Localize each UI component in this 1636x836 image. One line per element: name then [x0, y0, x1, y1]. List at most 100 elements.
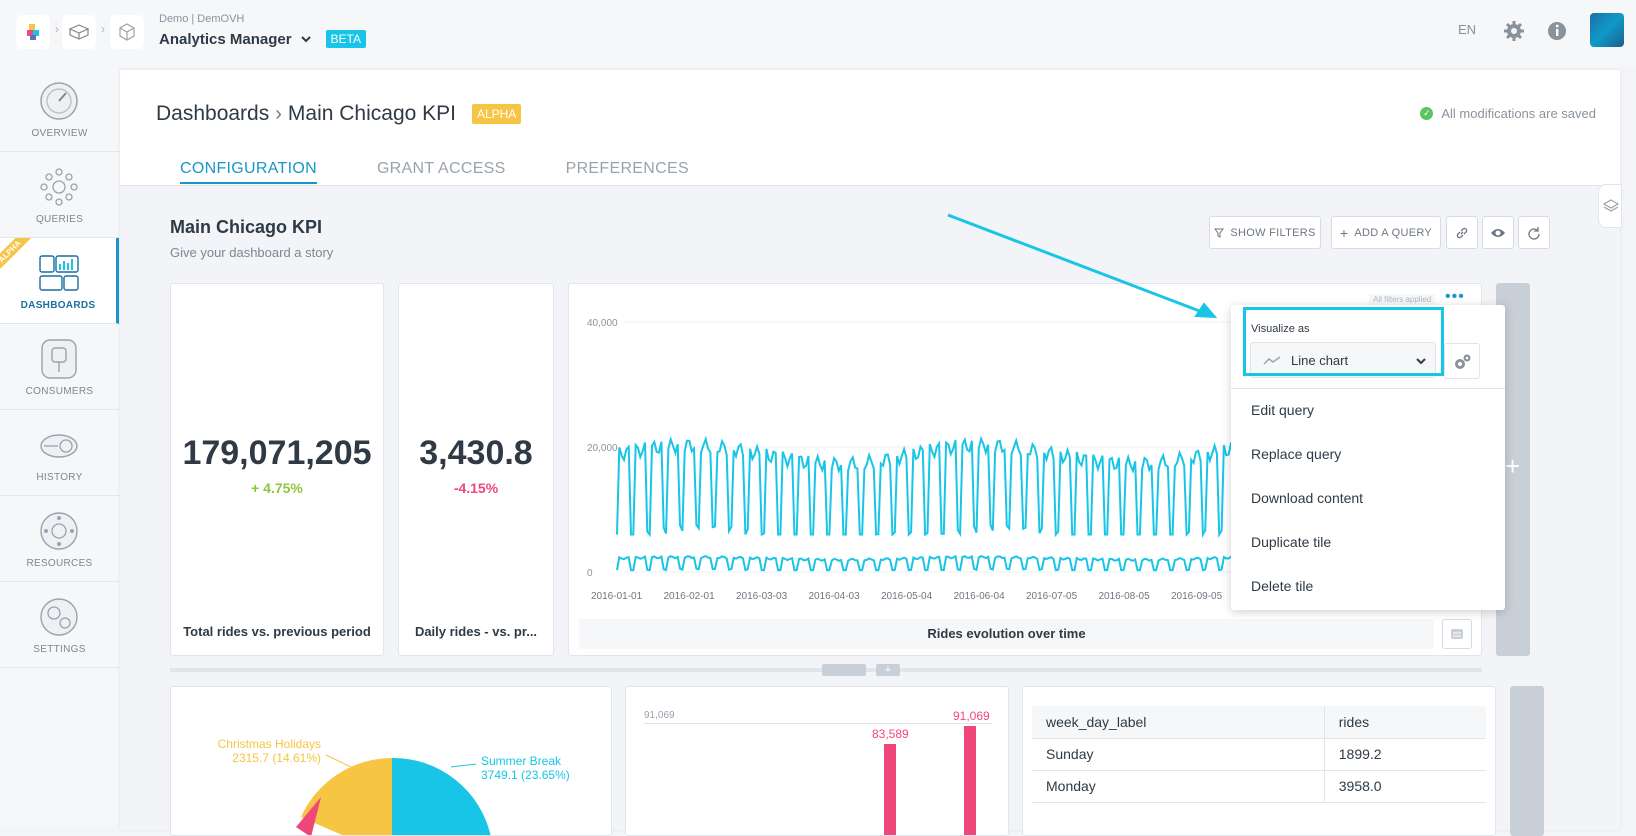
- beta-badge: BETA: [325, 30, 366, 48]
- kpi-value: 3,430.8: [419, 434, 533, 472]
- gears-icon: [1455, 354, 1471, 369]
- alpha-ribbon: ALPHA: [0, 238, 35, 277]
- menu-item-duplicate-tile[interactable]: Duplicate tile: [1251, 534, 1332, 550]
- language-selector[interactable]: EN: [1458, 22, 1477, 37]
- dashboard-title[interactable]: Main Chicago KPI: [170, 217, 323, 237]
- resources-icon: [40, 512, 78, 550]
- tab-configuration[interactable]: CONFIGURATION: [180, 160, 317, 184]
- x-tick-label: 2016-03-03: [736, 591, 788, 602]
- visualization-settings-button[interactable]: [1444, 343, 1480, 379]
- kpi-title: Daily rides - vs. pr...: [414, 624, 538, 639]
- pie-label-name: Summer Break: [481, 754, 562, 768]
- filter-icon: [1214, 228, 1225, 238]
- plus-icon: +: [1339, 224, 1349, 241]
- tile-notes-button[interactable]: [1442, 619, 1472, 649]
- logo-icon[interactable]: [16, 15, 50, 49]
- pie-chart-tile[interactable]: Christmas Holidays 2315.7 (14.61%) Summe…: [170, 686, 612, 836]
- save-status-text: All modifications are saved: [1441, 106, 1596, 121]
- info-icon[interactable]: [1546, 20, 1568, 42]
- app-selector[interactable]: Analytics Manager BETA: [159, 30, 366, 48]
- alpha-badge: ALPHA: [472, 104, 522, 124]
- pie-label-value: 2315.7 (14.61%): [232, 751, 321, 765]
- add-tile-column[interactable]: [1510, 686, 1544, 836]
- resize-handle[interactable]: [822, 664, 866, 676]
- table-tile[interactable]: week_day_label rides Sunday 1899.2 Monday 3…: [1022, 686, 1496, 836]
- tab-preferences[interactable]: PREFERENCES: [565, 160, 689, 177]
- add-query-button[interactable]: + ADD A QUERY: [1331, 216, 1441, 249]
- history-icon: [40, 434, 78, 458]
- tab-grant-access[interactable]: GRANT ACCESS: [376, 160, 506, 177]
- show-filters-button[interactable]: SHOW FILTERS: [1209, 216, 1321, 249]
- y-tick-label: 40,000: [587, 318, 618, 329]
- chevron-down-icon: [1416, 358, 1426, 365]
- bar[interactable]: [884, 744, 896, 835]
- kpi-tile-total-rides[interactable]: 179,071,205 + 4.75% Total rides vs. prev…: [170, 283, 384, 656]
- sidebar-item-label: HISTORY: [36, 472, 83, 483]
- sidebar-item-resources[interactable]: RESOURCES: [0, 496, 119, 582]
- cube-icon[interactable]: [62, 15, 96, 49]
- sidebar-item-consumers[interactable]: CONSUMERS: [0, 324, 119, 410]
- tab-bar: CONFIGURATION GRANT ACCESS PREFERENCES: [180, 160, 689, 184]
- show-filters-label: SHOW FILTERS: [1230, 226, 1316, 239]
- menu-item-delete-tile[interactable]: Delete tile: [1251, 578, 1314, 594]
- preview-button[interactable]: [1482, 216, 1514, 249]
- data-table: week_day_label rides Sunday 1899.2 Monday 3…: [1032, 706, 1486, 803]
- bar-chart-tile[interactable]: 91,069 83,589 91,069: [625, 686, 1009, 836]
- sidebar-item-label: SETTINGS: [33, 644, 86, 655]
- sidebar-item-queries[interactable]: QUERIES: [0, 152, 119, 238]
- pie-label-name: Christmas Holidays: [217, 737, 321, 751]
- sidebar-item-dashboards[interactable]: ALPHA DASHBOARDS: [0, 238, 119, 324]
- annotation-arrow: [947, 213, 1218, 319]
- menu-item-edit-query[interactable]: Edit query: [1251, 402, 1315, 418]
- bar[interactable]: [964, 726, 976, 835]
- line-chart-icon: [1263, 356, 1281, 365]
- sidebar-item-overview[interactable]: OVERVIEW: [0, 66, 119, 152]
- dots-icon: [40, 168, 78, 206]
- tile-title[interactable]: Rides evolution over time: [579, 619, 1434, 649]
- refresh-icon: [1528, 226, 1540, 240]
- box-icon[interactable]: [110, 15, 144, 49]
- refresh-button[interactable]: [1518, 216, 1550, 249]
- table-row: Monday 3958.0: [1032, 770, 1486, 803]
- pie-label: Christmas Holidays 2315.7 (14.61%): [211, 737, 321, 765]
- x-tick-label: 2016-04-03: [809, 591, 861, 602]
- kpi-delta: + 4.75%: [251, 480, 303, 496]
- menu-item-download-content[interactable]: Download content: [1251, 490, 1364, 506]
- link-icon: [1456, 227, 1468, 238]
- pie-label-value: 3749.1 (23.65%): [481, 768, 570, 782]
- kpi-tile-daily-rides[interactable]: 3,430.8 -4.15% Daily rides - vs. pr...: [398, 283, 554, 656]
- kpi-value: 179,071,205: [182, 434, 372, 472]
- table-cell: 3958.0: [1324, 770, 1486, 803]
- chevron-right-icon: ›: [275, 102, 282, 125]
- column-header[interactable]: week_day_label: [1032, 706, 1325, 739]
- x-tick-label: 2016-05-04: [881, 591, 933, 602]
- column-header[interactable]: rides: [1324, 706, 1486, 739]
- dashboard-subtitle[interactable]: Give your dashboard a story: [170, 245, 334, 260]
- pie-slice: [392, 757, 491, 835]
- bar-label: 91,069: [953, 709, 990, 723]
- x-tick-label: 2016-09-05: [1171, 591, 1223, 602]
- sidebar-item-label: QUERIES: [35, 214, 84, 225]
- avatar[interactable]: [1590, 13, 1624, 47]
- kpi-title: Total rides vs. previous period: [183, 624, 371, 639]
- pie-leader: [325, 754, 352, 768]
- eye-icon: [1491, 228, 1505, 237]
- note-icon: [1451, 629, 1463, 639]
- menu-item-replace-query[interactable]: Replace query: [1251, 446, 1342, 462]
- breadcrumb: Dashboards › Main Chicago KPI ALPHA: [156, 102, 522, 126]
- pie-slice: [301, 758, 392, 835]
- add-row-button[interactable]: +: [876, 664, 900, 676]
- pie-chart: [296, 754, 491, 835]
- visualization-select[interactable]: Line chart: [1250, 342, 1436, 378]
- pie-label: Summer Break 3749.1 (23.65%): [481, 754, 570, 782]
- gear-icon[interactable]: [1503, 20, 1525, 42]
- table-cell: Monday: [1032, 770, 1325, 803]
- breadcrumb-root[interactable]: Dashboards: [156, 102, 270, 125]
- gauge-icon: [40, 82, 78, 120]
- kpi-delta: -4.15%: [453, 480, 499, 496]
- sidebar-item-settings[interactable]: SETTINGS: [0, 582, 119, 668]
- link-button[interactable]: [1446, 216, 1478, 249]
- more-options-icon[interactable]: •••: [1445, 288, 1465, 305]
- layers-toggle[interactable]: [1598, 184, 1622, 228]
- sidebar-item-history[interactable]: HISTORY: [0, 410, 119, 496]
